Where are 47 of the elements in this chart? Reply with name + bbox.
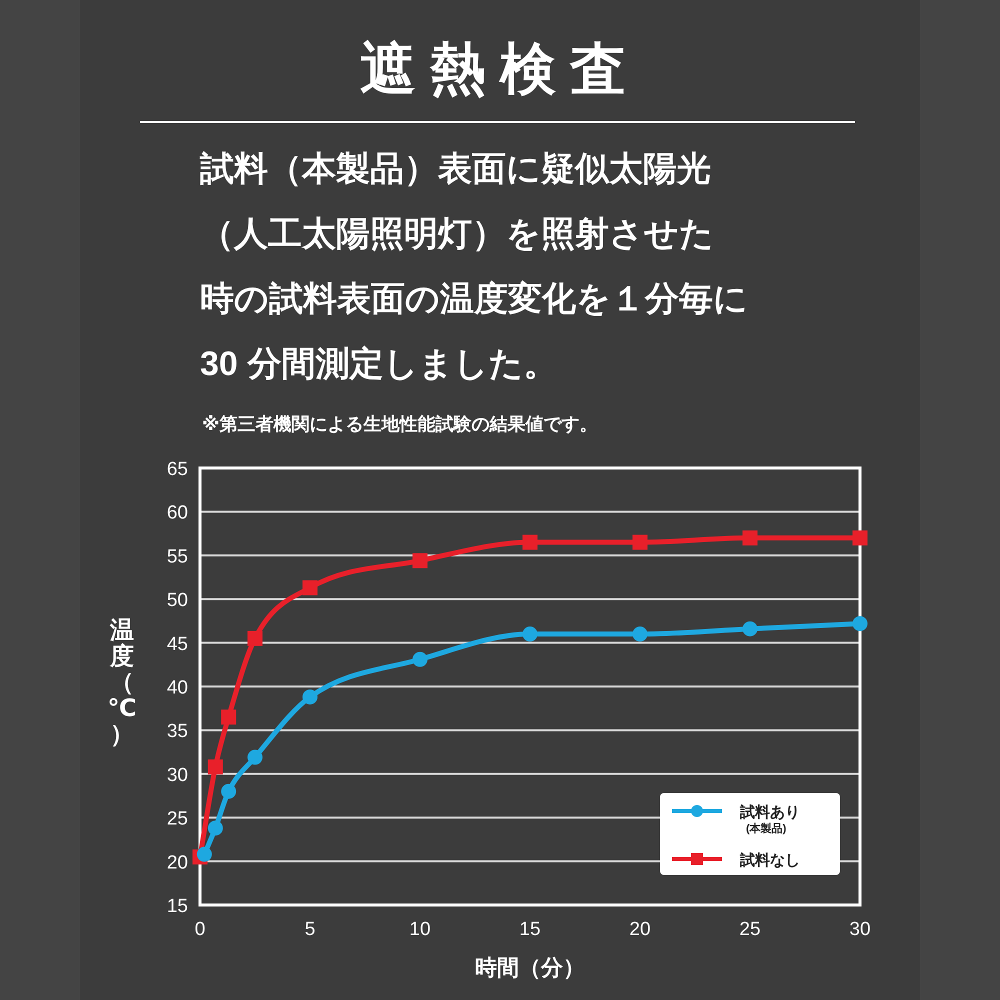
point xyxy=(208,820,223,836)
point xyxy=(412,652,428,667)
y-tick-label: 35 xyxy=(166,721,188,742)
x-tick-label: 20 xyxy=(629,919,651,940)
y-tick-label: 15 xyxy=(166,896,188,917)
point xyxy=(412,553,428,568)
y-tick-label: 30 xyxy=(166,764,188,786)
point xyxy=(248,750,262,765)
chart-title: 遮熱検査 xyxy=(360,37,640,100)
x-tick-label: 15 xyxy=(519,919,541,940)
y-tick-label: 45 xyxy=(166,634,188,655)
y-tick-label: 20 xyxy=(166,852,188,874)
point xyxy=(522,626,538,642)
y-tick-label: 60 xyxy=(166,502,188,524)
text: 30 分間測定しました。 xyxy=(200,345,558,383)
y-tick-label: 50 xyxy=(166,590,188,612)
point xyxy=(248,630,262,646)
text: 試料（本製品）表面に疑似太陽光 xyxy=(199,150,711,188)
x-tick-label: 5 xyxy=(304,919,316,940)
y-tick-label: 55 xyxy=(166,546,188,568)
text: ※第三者機関による生地性能試験の結果値です。 xyxy=(202,414,598,434)
x-tick-label: 0 xyxy=(194,919,206,940)
point xyxy=(632,534,648,550)
point xyxy=(852,616,868,632)
y-tick-label: 40 xyxy=(166,678,188,698)
text: （人工太陽照明灯）を照射させた xyxy=(200,215,714,253)
point xyxy=(221,784,236,799)
point xyxy=(302,580,318,596)
point xyxy=(742,621,758,636)
x-axis-title: 時間（分） xyxy=(475,955,585,980)
x-tick-label: 30 xyxy=(849,919,871,940)
legend-label: 試料なし xyxy=(739,852,800,869)
y-tick-label: 25 xyxy=(166,808,188,830)
x-tick-label: 10 xyxy=(409,919,431,940)
text: 時の試料表面の温度変化を１分毎に xyxy=(200,280,748,318)
point xyxy=(742,530,758,546)
point xyxy=(302,689,318,704)
point xyxy=(221,710,236,725)
point xyxy=(852,530,868,546)
point xyxy=(196,846,212,862)
point xyxy=(632,626,648,642)
x-tick-label: 25 xyxy=(739,919,761,940)
point xyxy=(522,534,538,550)
point xyxy=(208,759,223,774)
y-axis-title: 温度（℃） xyxy=(107,617,137,748)
legend-label: 試料あり (本製品) xyxy=(739,804,800,835)
y-tick-label: 65 xyxy=(166,459,188,480)
